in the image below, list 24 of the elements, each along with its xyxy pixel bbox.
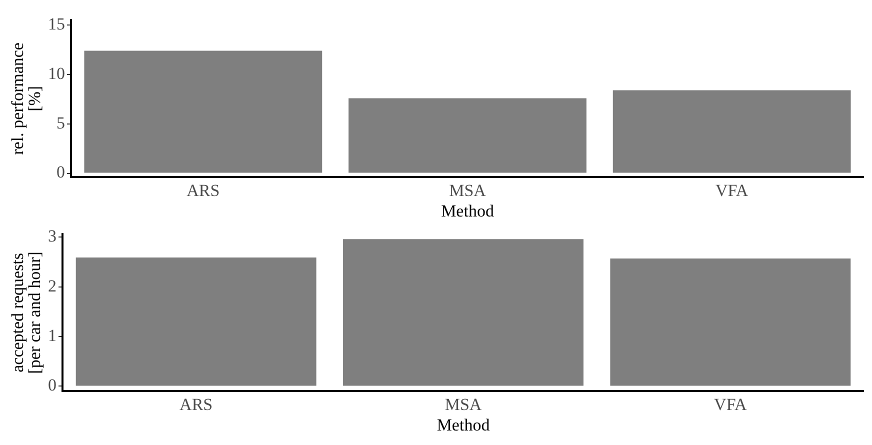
y-tick-label: 2 (48, 276, 56, 296)
x-tick-label: VFA (715, 180, 749, 200)
x-tick-label: MSA (449, 180, 487, 200)
x-tick-label: ARS (186, 180, 220, 200)
y-tick-label: 10 (48, 64, 65, 83)
x-tick-label: VFA (714, 394, 748, 414)
bar (84, 50, 322, 173)
y-axis-title: rel. performance [%] (8, 42, 44, 155)
y-tick-label: 0 (48, 376, 56, 395)
x-axis-title: Method (436, 415, 490, 434)
y-tick-label: 0 (56, 162, 65, 182)
y-tick-label: 15 (48, 14, 65, 34)
y-tick-label: 1 (48, 326, 56, 346)
bar (76, 258, 316, 386)
bar (348, 98, 586, 173)
x-tick-label: ARS (180, 394, 213, 414)
x-tick-label: MSA (444, 394, 482, 414)
bar (612, 90, 851, 173)
y-tick-label: 3 (48, 226, 56, 246)
y-tick-label: 5 (56, 113, 65, 132)
bar (610, 258, 851, 386)
x-axis-title: Method (441, 201, 494, 220)
y-axis-title: accepted requests [per car and hour] (8, 252, 44, 374)
bar (343, 239, 584, 386)
